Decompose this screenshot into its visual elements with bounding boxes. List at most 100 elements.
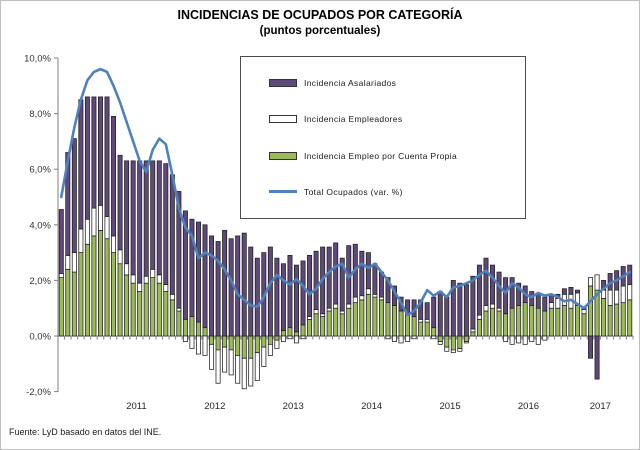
bar-segment — [333, 303, 339, 309]
bar-segment — [418, 321, 424, 337]
bar-segment — [339, 310, 345, 315]
legend-item-label: Incidencia Empleo por Cuenta Propia — [304, 150, 458, 161]
bar-segment — [254, 257, 260, 337]
bar-segment — [529, 291, 535, 306]
bar-segment — [529, 335, 535, 342]
bar-segment — [163, 284, 169, 292]
bar-segment — [346, 303, 352, 309]
bar-segment — [209, 235, 215, 337]
legend-item-label: Total Ocupados (var. %) — [304, 186, 403, 197]
bars-group — [58, 96, 633, 390]
bar-segment — [313, 309, 319, 315]
bar-segment — [542, 296, 548, 312]
x-year-label: 2015 — [439, 401, 460, 412]
bar-segment — [254, 352, 260, 381]
bar-segment — [274, 257, 280, 337]
bar-segment — [150, 277, 156, 337]
bar-segment — [516, 335, 522, 344]
bar-segment — [215, 349, 221, 384]
bar-segment — [261, 346, 267, 367]
bar-segment — [437, 341, 443, 345]
bar-segment — [620, 302, 626, 337]
bar-segment — [516, 305, 522, 337]
bar-segment — [189, 218, 195, 317]
bar-segment — [267, 343, 273, 356]
bar-segment — [313, 250, 319, 310]
bar-segment — [228, 335, 234, 351]
bar-segment — [124, 274, 130, 337]
bar-segment — [241, 335, 247, 359]
bar-segment — [111, 252, 117, 337]
bar-segment — [542, 335, 548, 341]
bar-segment — [339, 257, 345, 312]
bar-segment — [431, 327, 437, 337]
bar-segment — [496, 310, 502, 337]
bar-segment — [424, 318, 430, 323]
bar-segment — [209, 343, 215, 370]
bar-segment — [287, 255, 293, 329]
bar-segment — [568, 307, 574, 337]
y-tick-label: 4,0% — [29, 220, 51, 231]
bar-segment — [352, 302, 358, 337]
bar-segment — [588, 285, 594, 337]
bar-segment — [431, 296, 437, 329]
bar-segment — [169, 174, 175, 295]
bar-segment — [372, 296, 378, 337]
bar-segment — [104, 216, 110, 240]
bar-segment — [189, 335, 195, 349]
bar-segment — [202, 335, 208, 356]
bar-segment — [535, 307, 541, 337]
bar-segment — [104, 96, 110, 217]
bar-segment — [359, 250, 365, 297]
x-year-label: 2017 — [590, 401, 611, 412]
bar-segment — [588, 335, 594, 359]
bar-segment — [398, 335, 404, 344]
bar-segment — [457, 335, 463, 349]
bar-segment — [503, 313, 509, 337]
bar-segment — [522, 302, 528, 337]
bar-segment — [196, 335, 201, 355]
y-tick-label: 8,0% — [29, 109, 51, 120]
bar-segment — [156, 282, 162, 337]
bar-segment — [215, 241, 221, 337]
bar-segment — [182, 210, 188, 320]
bar-segment — [117, 263, 123, 337]
bar-segment — [574, 289, 580, 294]
bar-segment — [627, 299, 633, 337]
bar-segment — [91, 96, 97, 209]
bar-segment — [385, 335, 391, 340]
x-year-label: 2014 — [361, 401, 382, 412]
bar-segment — [463, 284, 469, 337]
bar-segment — [392, 305, 397, 337]
bar-segment — [182, 318, 188, 337]
bar-segment — [65, 268, 71, 337]
bar-segment — [627, 264, 633, 285]
bar-segment — [104, 238, 110, 337]
bar-segment — [326, 246, 332, 309]
y-tick-label: 6,0% — [29, 165, 51, 176]
bar-segment — [307, 255, 313, 317]
bar-segment — [254, 335, 260, 354]
bar-segment — [326, 307, 332, 312]
bar-segment — [169, 299, 175, 337]
bar-segment — [189, 316, 195, 337]
bar-segment — [496, 271, 502, 309]
bar-segment — [280, 330, 286, 337]
bar-segment — [78, 252, 84, 337]
bar-segment — [457, 282, 463, 337]
bar-segment — [607, 305, 613, 337]
y-tick-label: 10,0% — [24, 54, 51, 65]
bar-segment — [222, 229, 228, 337]
bar-segment — [71, 252, 77, 273]
bar-segment — [398, 310, 404, 337]
bar-segment — [548, 302, 554, 309]
bar-segment — [450, 349, 456, 354]
bar-segment — [607, 289, 613, 306]
bar-segment — [58, 209, 64, 274]
bar-segment — [84, 218, 90, 245]
source-note: Fuente: LyD basado en datos del INE. — [9, 427, 162, 437]
bar-segment — [614, 289, 620, 305]
bar-segment — [372, 293, 378, 298]
bar-segment — [78, 228, 84, 253]
